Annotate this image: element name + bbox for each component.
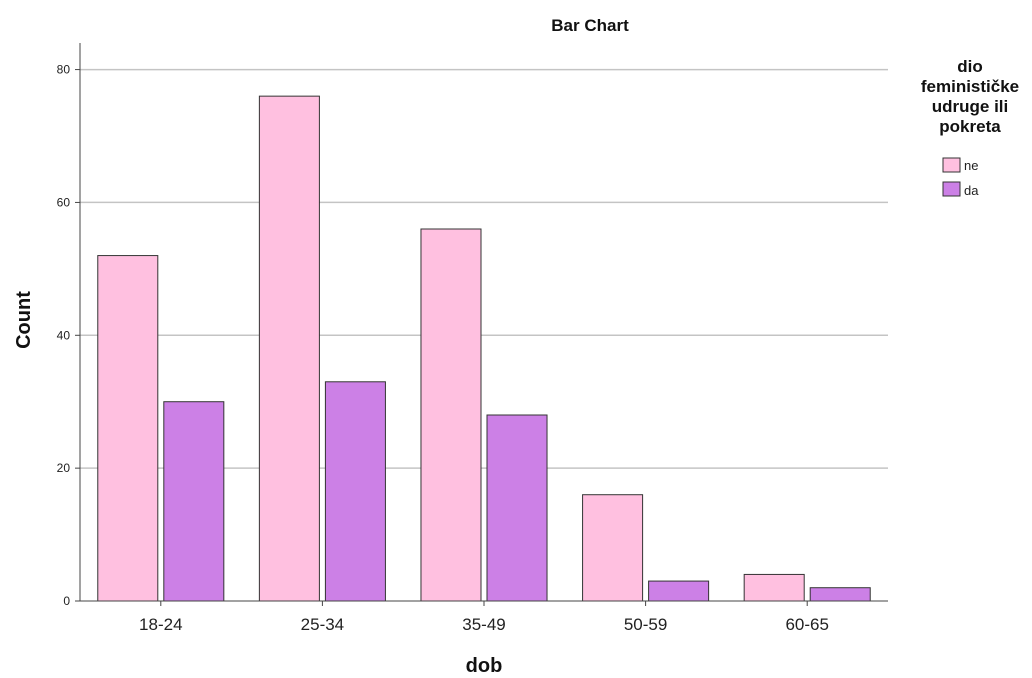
y-tick-label: 20 [57, 461, 71, 475]
legend-swatch-da [942, 181, 961, 197]
x-tick-labels: 18-24 25-34 35-49 50-59 60-65 [139, 601, 829, 634]
bar-ne-60-65 [743, 573, 805, 602]
y-tick-label: 60 [57, 195, 71, 209]
bar-ne-50-59 [582, 494, 644, 602]
legend: dio feminističke udruge ili pokreta ne d… [921, 57, 1019, 198]
bar-da-18-24 [163, 401, 225, 602]
x-tick-label: 25-34 [301, 615, 344, 634]
bar-ne-25-34 [258, 95, 320, 602]
legend-swatch-ne [942, 157, 961, 173]
bar-da-50-59 [648, 580, 710, 602]
legend-title-line: dio [957, 57, 983, 76]
y-tick-label: 40 [57, 328, 71, 342]
legend-label-ne: ne [964, 158, 978, 173]
grid-lines [80, 68, 888, 469]
bars [97, 95, 871, 602]
x-axis-title: dob [466, 655, 503, 677]
legend-label-da: da [964, 183, 979, 198]
bar-ne-35-49 [420, 228, 482, 602]
x-tick-label: 18-24 [139, 615, 182, 634]
bar-da-60-65 [809, 587, 871, 602]
bar-ne-18-24 [97, 255, 159, 602]
x-tick-label: 50-59 [624, 615, 667, 634]
y-tick-labels: 0 20 40 60 80 [57, 63, 80, 608]
y-axis-title: Count [13, 291, 35, 349]
bar-da-25-34 [324, 381, 386, 602]
bar-da-35-49 [486, 414, 548, 602]
legend-title-line: udruge ili [932, 97, 1009, 116]
y-tick-label: 0 [63, 594, 70, 608]
x-tick-label: 35-49 [462, 615, 505, 634]
y-tick-label: 80 [57, 63, 71, 77]
chart-title: Bar Chart [551, 16, 629, 35]
x-tick-label: 60-65 [785, 615, 828, 634]
legend-title-line: feminističke [921, 77, 1019, 96]
legend-title-line: pokreta [939, 117, 1001, 136]
